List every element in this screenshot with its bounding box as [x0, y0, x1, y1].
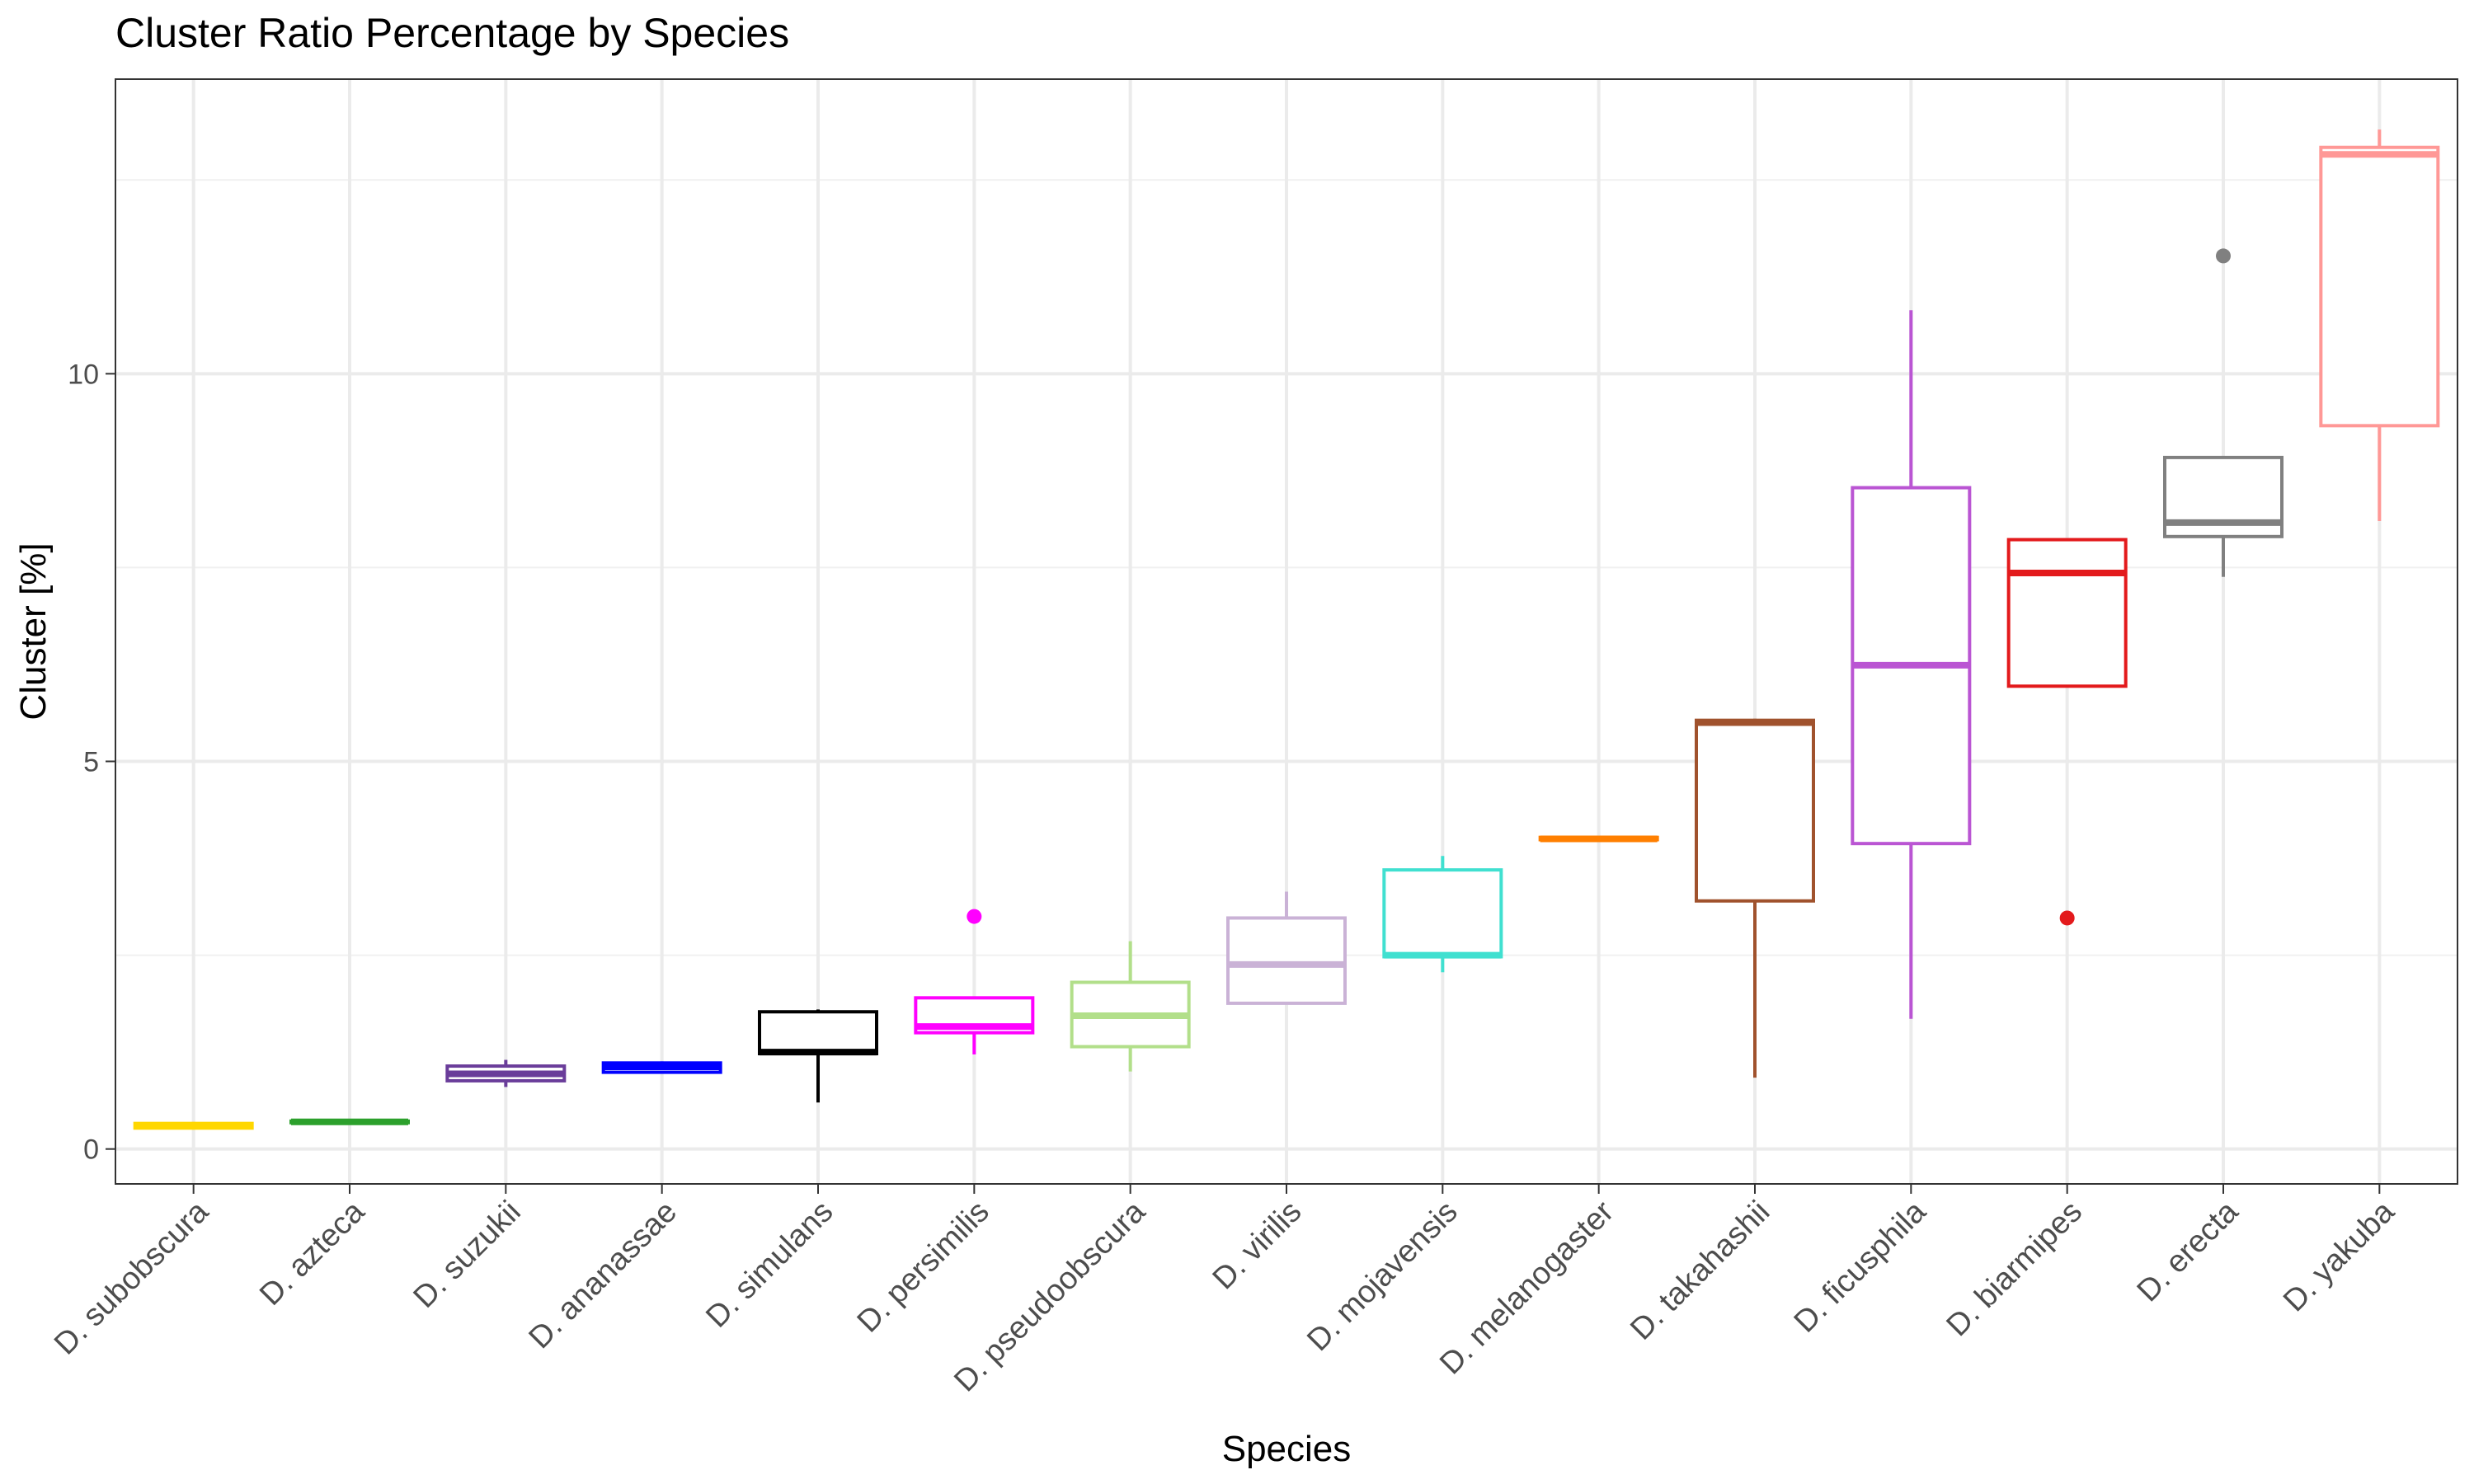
box-4	[601, 1061, 722, 1074]
box-series	[133, 129, 2440, 1130]
box-7	[1070, 941, 1191, 1072]
box-12	[1851, 310, 1972, 1019]
box-6	[914, 909, 1035, 1054]
grid-lines	[115, 79, 2458, 1184]
outlier-point	[2216, 248, 2231, 264]
box-body	[1695, 718, 1815, 903]
box-14	[2163, 248, 2284, 577]
box-15	[2319, 129, 2440, 521]
y-tick-label: 0	[83, 1134, 99, 1166]
x-axis-title: Species	[1222, 1429, 1352, 1469]
chart-title: Cluster Ratio Percentage by Species	[115, 10, 789, 56]
box-3	[445, 1059, 567, 1087]
box-body	[758, 1010, 878, 1056]
box-13	[2006, 538, 2128, 926]
y-tick-label: 5	[83, 747, 99, 778]
box-8	[1226, 891, 1347, 1005]
box-2	[289, 1118, 410, 1125]
box-body	[2319, 145, 2440, 428]
outlier-point	[2059, 910, 2075, 926]
box-11	[1695, 718, 1815, 1078]
box-10	[1538, 835, 1659, 843]
box-body	[1226, 916, 1347, 1005]
box-5	[758, 1009, 878, 1103]
box-1	[133, 1121, 254, 1130]
box-body	[1382, 868, 1503, 959]
outlier-point	[967, 909, 982, 924]
y-axis-title: Cluster [%]	[13, 542, 54, 720]
box-body	[2006, 538, 2128, 688]
y-tick-label: 10	[68, 359, 99, 390]
box-9	[1382, 856, 1503, 973]
